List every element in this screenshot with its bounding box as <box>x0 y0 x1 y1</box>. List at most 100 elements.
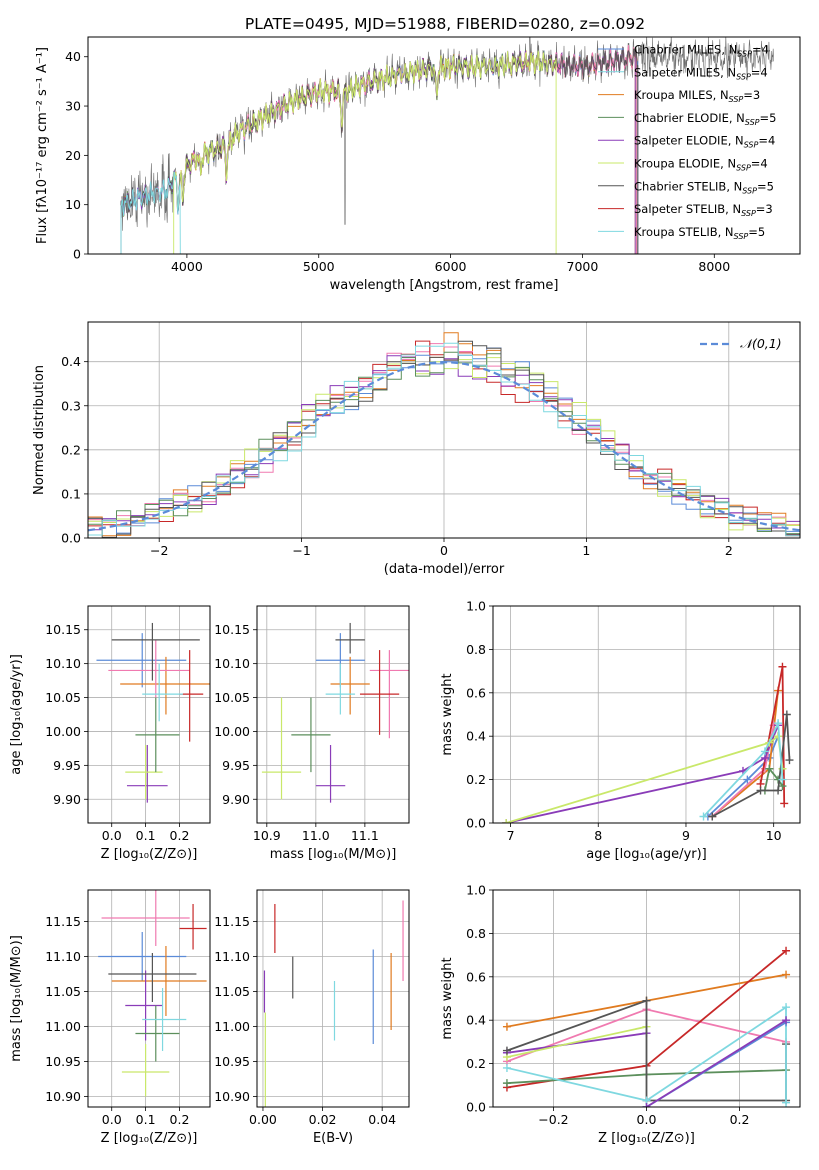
weight-vs-age-xtick-label: 10 <box>766 828 782 843</box>
age-vs-mass-xtick-label: 11.1 <box>351 828 379 843</box>
weight-vs-Z-plus-marker <box>782 1016 791 1025</box>
residuals-xtick-label: 1 <box>582 543 590 558</box>
residuals-frame <box>87 321 801 539</box>
weight-vs-Z-ytick-label: 0.2 <box>466 1056 486 1071</box>
weight-vs-age-axes: 7 8 9 10 0.0 0.2 0.4 0.6 0.8 1.0 age [log₁₀(age/yr… <box>440 599 801 862</box>
residuals-xtick-label: −2 <box>150 543 168 558</box>
mass-vs-Z-ytick-label: 11.00 <box>45 1019 81 1034</box>
weight-vs-Z-series-line <box>506 1025 647 1058</box>
mass-vs-Z-ytick-label: 10.90 <box>45 1089 81 1104</box>
weight-vs-Z-ytick-label: 0.8 <box>466 926 486 941</box>
weight-vs-age-ytick-label: 0.4 <box>466 729 486 744</box>
weight-vs-Z-ytick-label: 0.6 <box>466 969 486 984</box>
age-vs-Z-xlabel: Z [log₁₀(Z/Z⊙)] <box>101 847 198 862</box>
spectrum-ytick-label: 10 <box>65 197 81 212</box>
residual-legend-label: 𝒩(0,1) <box>740 336 782 351</box>
mass-vs-EBV-xtick-label: 0.04 <box>368 1112 396 1127</box>
weight-vs-age-xtick-label: 8 <box>594 828 602 843</box>
weight-vs-Z-series-line <box>506 999 787 1102</box>
residuals-plot-area <box>88 322 800 538</box>
weight-vs-age-ytick-label: 1.0 <box>466 599 486 614</box>
weight-vs-Z-plus-marker <box>502 1046 511 1055</box>
spectrum-legend-label: Kroupa STELIB, NSSP=5 <box>634 225 765 241</box>
mass-vs-EBV-axes: 0.00 0.02 0.04 10.90 10.95 11.00 11.05 11.10 11.… <box>214 889 410 1146</box>
mass-vs-Z-xlabel: Z [log₁₀(Z/Z⊙)] <box>101 1131 198 1146</box>
weight-vs-age-plus-marker <box>756 786 765 795</box>
spectrum-ytick-label: 0 <box>73 247 81 262</box>
weight-vs-age-plus-marker <box>765 764 774 773</box>
mass-vs-Z-ytick-label: 11.15 <box>45 914 81 929</box>
mass-vs-Z-xtick-label: 0.1 <box>136 1112 156 1127</box>
weight-vs-age-plus-marker <box>778 775 787 784</box>
age-vs-Z-ytick-label: 10.00 <box>45 724 81 739</box>
mass-vs-Z-xtick-label: 0.2 <box>170 1112 190 1127</box>
age-vs-Z-ytick-label: 10.05 <box>45 690 81 705</box>
age-vs-mass-frame <box>256 605 410 824</box>
weight-vs-age-plus-marker <box>699 812 708 821</box>
residual-histogram <box>88 342 800 537</box>
age-vs-mass-ytick-label: 10.15 <box>214 622 250 637</box>
spectrum-model-line <box>173 50 557 254</box>
residuals-ylabel: Normed distribution <box>32 365 47 495</box>
weight-vs-Z-plus-marker <box>782 970 791 979</box>
age-vs-mass-xtick-label: 10.9 <box>253 828 281 843</box>
residuals-xtick-label: 0 <box>440 543 448 558</box>
weight-vs-Z-xtick-label: 0.2 <box>730 1112 750 1127</box>
mass-vs-Z-ytick-label: 11.10 <box>45 949 81 964</box>
age-vs-Z-axes: 0.0 0.1 0.2 9.90 9.95 10.00 10.05 10.10 10.15 Z [… <box>9 605 211 862</box>
weight-vs-age-series-line <box>702 719 784 818</box>
spectrum-legend-label: Salpeter ELODIE, NSSP=4 <box>634 134 775 150</box>
age-vs-mass-ytick-label: 9.95 <box>222 758 250 773</box>
weight-vs-age-plus-marker <box>780 799 789 808</box>
mass-vs-EBV-plot-area <box>257 890 409 1107</box>
plots-layer: 4000 5000 6000 7000 8000010203040wavelength … <box>9 36 801 1146</box>
age-vs-Z-plot-area <box>88 606 210 823</box>
spectrum-model-line <box>120 48 636 254</box>
weight-vs-age-ytick-label: 0.6 <box>466 685 486 700</box>
mass-vs-EBV-xtick-label: 0.00 <box>249 1112 277 1127</box>
weight-vs-age-frame <box>492 605 801 824</box>
age-vs-mass-axes: 10.9 11.0 11.1 9.90 9.95 10.00 10.05 10.10 10.15… <box>214 605 410 862</box>
weight-vs-Z-plus-marker <box>642 996 651 1005</box>
weight-vs-age-series-line <box>707 735 779 818</box>
mass-vs-Z-frame <box>87 889 211 1108</box>
spectrum-xlabel: wavelength [Angstrom, rest frame] <box>330 278 559 293</box>
spectrum-frame <box>87 36 801 255</box>
mass-vs-EBV-frame <box>256 889 410 1108</box>
age-vs-mass-ytick-label: 9.90 <box>222 792 250 807</box>
mass-vs-EBV-ytick-label: 10.95 <box>214 1054 250 1069</box>
spectrum-ylabel: Flux [fλ10⁻¹⁷ erg cm⁻² s⁻¹ A⁻¹] <box>35 47 50 244</box>
weight-vs-Z-plus-marker <box>502 1022 511 1031</box>
residuals-xtick-label: 2 <box>725 543 733 558</box>
weight-vs-age-ytick-label: 0.2 <box>466 772 486 787</box>
weight-vs-age-xtick-label: 9 <box>682 828 690 843</box>
weight-vs-age-ytick-label: 0.0 <box>466 816 486 831</box>
weight-vs-Z-plus-marker <box>782 946 791 955</box>
mass-vs-Z-xtick-label: 0.0 <box>102 1112 122 1127</box>
weight-vs-Z-plus-marker <box>502 1079 511 1088</box>
mass-vs-Z-ytick-label: 10.95 <box>45 1054 81 1069</box>
residuals-ytick-label: 0.0 <box>61 531 81 546</box>
weight-vs-Z-plus-marker <box>642 1103 651 1107</box>
age-vs-Z-ytick-label: 10.10 <box>45 656 81 671</box>
mass-vs-Z-ylabel: mass [log₁₀(M/M⊙)] <box>9 935 24 1062</box>
age-vs-mass-xlabel: mass [log₁₀(M/M⊙)] <box>270 847 397 862</box>
mass-vs-EBV-xtick-label: 0.02 <box>309 1112 337 1127</box>
weight-vs-Z-xtick-label: 0.0 <box>637 1112 657 1127</box>
weight-vs-Z-ytick-label: 0.4 <box>466 1013 486 1028</box>
spectrum-legend-label: Kroupa ELODIE, NSSP=4 <box>634 157 768 173</box>
age-vs-mass-xtick-label: 11.0 <box>302 828 330 843</box>
weight-vs-age-plus-marker <box>708 812 717 821</box>
spectrum-legend-label: Chabrier MILES, NSSP=4 <box>634 43 769 59</box>
weight-vs-age-plus-marker <box>782 710 791 719</box>
residuals-xlabel: (data-model)/error <box>384 562 505 577</box>
age-vs-Z-ytick-label: 9.90 <box>53 792 81 807</box>
spectrum-ytick-label: 30 <box>65 99 81 114</box>
weight-vs-Z-xtick-label: −0.2 <box>538 1112 568 1127</box>
weight-vs-Z-plus-marker <box>782 1003 791 1012</box>
spectrum-legend-label: Chabrier ELODIE, NSSP=5 <box>634 111 776 127</box>
spectrum-model-line <box>120 171 181 254</box>
age-vs-Z-ytick-label: 9.95 <box>53 758 81 773</box>
weight-vs-age-series-line <box>764 766 784 791</box>
mass-vs-Z-plot-area <box>88 890 210 1107</box>
